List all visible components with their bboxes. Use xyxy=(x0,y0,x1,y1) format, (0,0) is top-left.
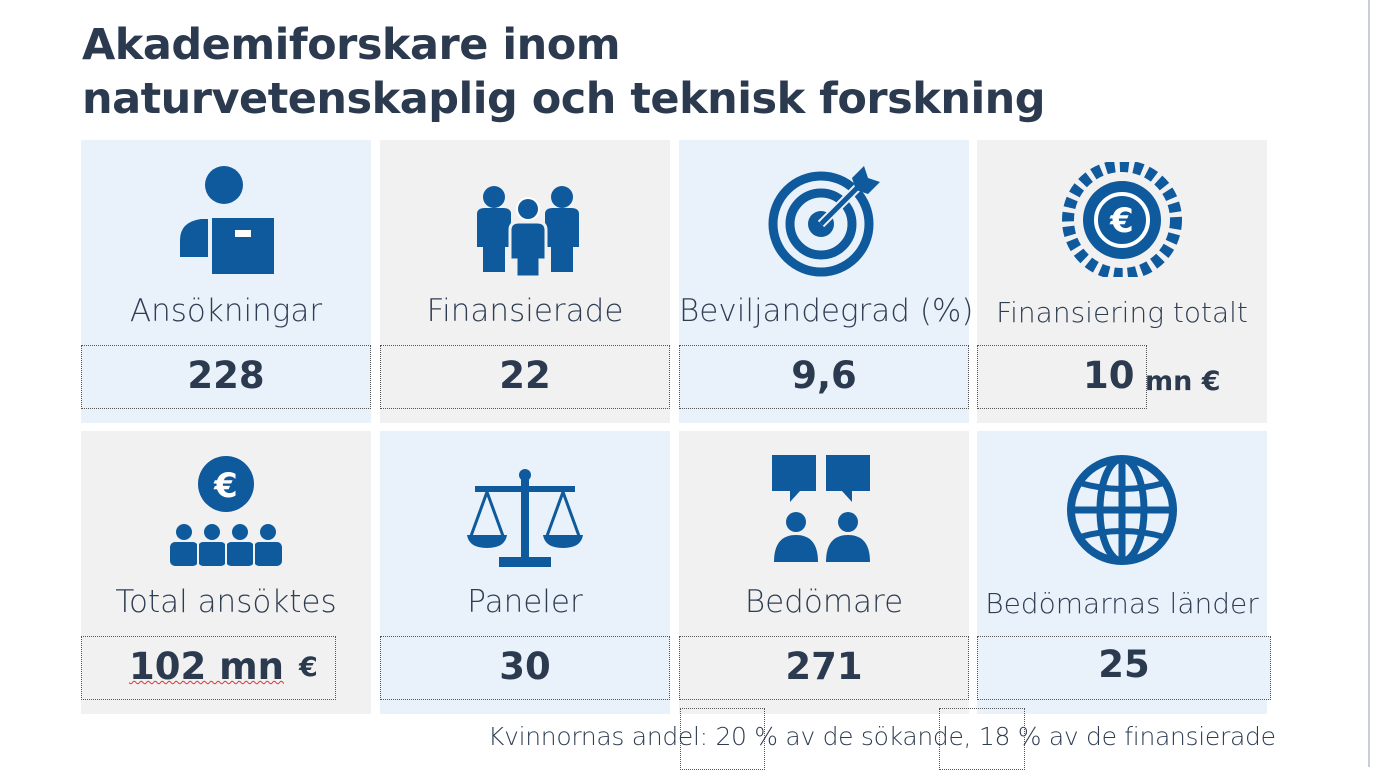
tile-unit: mn € xyxy=(1145,366,1221,397)
tile-panels: Paneler 30 xyxy=(380,431,670,714)
tile-reviewers: Bedömare 271 xyxy=(679,431,969,714)
slide-edge-rule xyxy=(1368,0,1370,767)
tile-label: Total ansöktes xyxy=(115,584,337,620)
value-box: 102 mn xyxy=(81,636,336,700)
svg-text:€: € xyxy=(213,466,238,506)
footer-pct-applicants: 20 % xyxy=(715,722,778,751)
tile-value: 9,6 xyxy=(791,354,857,397)
tile-label: Finansiering totalt xyxy=(996,296,1248,329)
value-box: 30 xyxy=(380,636,670,700)
footer-mid: av de sökande, xyxy=(785,722,972,751)
tile-value-text: 102 mn xyxy=(129,645,285,688)
value-box: 25 xyxy=(977,636,1271,700)
footer-suffix: av de finansierade xyxy=(1048,722,1276,751)
value-box: 228 xyxy=(81,345,371,409)
tile-funded: Finansierade 22 xyxy=(380,140,670,423)
value-box: 22 xyxy=(380,345,670,409)
tile-success-rate: Beviljandegrad (%) 9,6 xyxy=(679,140,974,423)
tile-value: 25 xyxy=(1098,643,1150,686)
scales-icon xyxy=(465,453,585,568)
value-box: 271 xyxy=(679,636,969,700)
tile-label: Ansökningar xyxy=(129,293,323,329)
tile-label: Beviljandegrad (%) xyxy=(679,293,974,329)
value-box: 10 xyxy=(977,345,1147,409)
footer-prefix: Kvinnornas andel: xyxy=(488,722,708,751)
page-title: Akademiforskare inom naturvetenskaplig o… xyxy=(82,18,1182,126)
tile-unit: € xyxy=(299,652,318,683)
women-share-note: Kvinnornas andel: 20 % av de sökande, 18… xyxy=(488,722,1276,751)
tile-label: Bedömare xyxy=(744,584,904,620)
tile-value: 228 xyxy=(187,354,265,397)
tile-value: 22 xyxy=(499,354,551,397)
target-with-arrow-icon xyxy=(764,162,884,277)
person-with-box-icon xyxy=(166,162,286,277)
tile-reviewer-countries: Bedömarnas länder 25 xyxy=(977,431,1271,714)
tile-value: 271 xyxy=(785,645,863,688)
globe-icon xyxy=(1062,453,1182,568)
tile-label: Paneler xyxy=(467,584,583,620)
value-box: 9,6 xyxy=(679,345,969,409)
euro-coin-icon: € xyxy=(1062,162,1182,277)
tile-applications: Ansökningar 228 xyxy=(81,140,371,423)
reviewers-speech-icon xyxy=(764,453,884,568)
footer-pct-funded: 18 % xyxy=(978,722,1042,751)
tile-total-funding: € Finansiering totalt 10 mn € xyxy=(977,140,1267,423)
tile-value: 102 mn xyxy=(129,645,284,688)
svg-text:€: € xyxy=(1109,201,1134,241)
tile-label: Finansierade xyxy=(426,293,624,329)
tile-label: Bedömarnas länder xyxy=(985,587,1259,620)
euro-people-icon: € xyxy=(166,453,286,568)
group-of-people-icon xyxy=(465,162,585,277)
title-line-2: naturvetenskaplig och teknisk forskning xyxy=(82,74,1046,124)
tile-value: 30 xyxy=(499,645,551,688)
tile-value: 10 xyxy=(1083,354,1135,397)
title-line-1: Akademiforskare inom xyxy=(82,20,621,70)
tile-total-applied: € Total ansöktes 102 mn € xyxy=(81,431,371,714)
